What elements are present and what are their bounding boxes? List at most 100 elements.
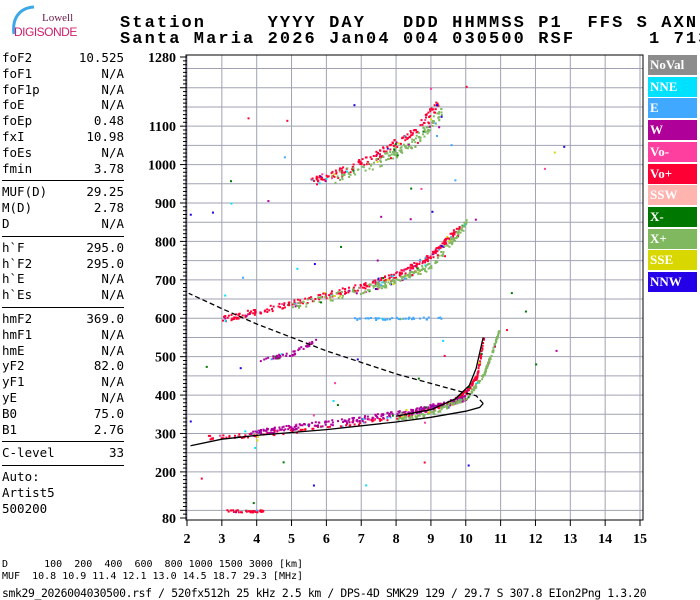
noise-point [365, 484, 368, 487]
param-row: h`Es N/A [2, 287, 124, 303]
echo-point [352, 171, 355, 174]
echo-point [300, 429, 303, 432]
echo-point [409, 269, 412, 272]
echo-point [321, 176, 323, 179]
echo-point [276, 354, 279, 357]
echo-point [375, 283, 378, 286]
echo-point [241, 314, 244, 317]
echo-point [306, 298, 309, 301]
echo-point [423, 268, 426, 271]
echo-point [455, 231, 458, 234]
echo-point [361, 158, 364, 161]
echo-point [210, 437, 213, 440]
echo-point [412, 267, 415, 270]
noise-point [312, 484, 315, 487]
echo-point [481, 344, 484, 347]
echo-point [260, 433, 263, 436]
echo-point [393, 147, 396, 150]
echo-point [440, 108, 443, 111]
echo-point [480, 350, 483, 353]
echo-point [401, 272, 403, 275]
echo-point [254, 309, 257, 311]
noise-point [435, 134, 438, 137]
echo-point [451, 241, 454, 244]
echo-point [334, 181, 337, 184]
echo-point [433, 413, 436, 416]
echo-point [287, 301, 290, 304]
echo-point [320, 301, 323, 304]
y-tick-label: 300 [155, 427, 176, 442]
echo-point [316, 176, 319, 179]
echo-point [288, 304, 291, 307]
echo-point [361, 286, 364, 289]
echo-point [352, 286, 355, 289]
echo-point [441, 406, 444, 409]
x-tick-label: 13 [563, 532, 577, 547]
echo-point [458, 398, 461, 401]
echo-point [388, 415, 391, 417]
echo-point [356, 420, 359, 423]
echo-point [347, 291, 350, 294]
echo-point [358, 423, 360, 426]
echo-point [452, 402, 455, 405]
echo-point [369, 283, 372, 286]
echo-point [451, 232, 454, 235]
echo-point [439, 244, 442, 247]
echo-point [440, 111, 443, 114]
noise-point [430, 87, 433, 90]
echo-point [460, 393, 463, 396]
echo-point [391, 150, 394, 153]
echo-point [436, 404, 439, 406]
echo-point [413, 139, 415, 142]
echo-point [223, 315, 226, 318]
echo-point [398, 417, 401, 420]
echo-point [481, 375, 484, 378]
echo-point [304, 428, 307, 431]
echo-point [296, 431, 298, 434]
legend-item-voplus: Vo+ [648, 163, 697, 184]
echo-point [333, 295, 336, 297]
echo-point [440, 251, 443, 253]
echo-point [458, 395, 461, 398]
echo-point [380, 160, 382, 163]
echo-point [455, 237, 458, 240]
echo-point [455, 398, 458, 401]
param-value: N/A [101, 374, 124, 390]
echo-point [321, 425, 324, 428]
echo-point [385, 150, 388, 153]
auto-scaling-info: Artist5 [2, 484, 55, 500]
echo-point [328, 425, 331, 428]
echo-point [335, 171, 338, 174]
echo-point [392, 144, 395, 147]
echo-point [398, 274, 401, 276]
echo-point [379, 157, 382, 160]
x-tick-label: 5 [288, 532, 295, 547]
echo-point [282, 425, 285, 428]
noise-point [543, 167, 546, 170]
echo-point [391, 280, 394, 282]
echo-point [382, 277, 385, 279]
echo-point [395, 276, 397, 279]
echo-point [254, 430, 257, 433]
echo-point [344, 170, 347, 173]
echo-point [447, 403, 450, 405]
echo-point [382, 146, 385, 149]
echo-point [410, 134, 412, 137]
echo-point [234, 434, 236, 437]
noise-point [282, 461, 285, 464]
profile-line-dashed [188, 292, 484, 404]
echo-point [302, 302, 304, 305]
x-tick-label: 7 [358, 532, 365, 547]
echo-point [436, 406, 439, 409]
echo-point [259, 509, 262, 512]
echo-point [376, 288, 379, 291]
y-tick-label: 600 [155, 312, 176, 327]
echo-point [411, 140, 414, 143]
echo-point [340, 418, 343, 421]
echo-point [443, 405, 446, 408]
echo-point [474, 386, 477, 389]
echo-point [298, 302, 301, 305]
echo-point [428, 411, 431, 414]
echo-point [463, 221, 466, 224]
